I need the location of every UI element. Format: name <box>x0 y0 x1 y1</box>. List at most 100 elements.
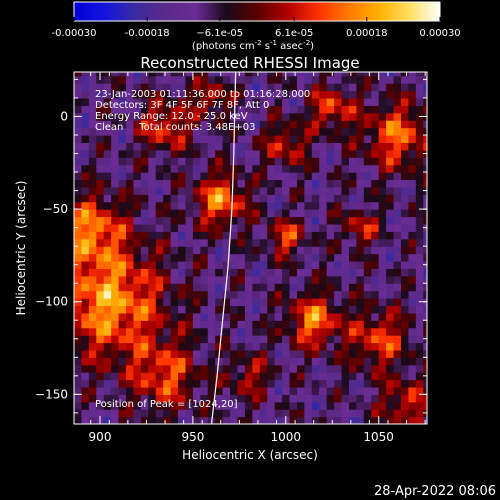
heatmap-cell <box>103 97 112 106</box>
heatmap-cell <box>408 201 417 210</box>
heatmap-cell <box>296 335 305 344</box>
heatmap-cell <box>363 409 372 418</box>
heatmap-cell <box>289 349 298 358</box>
heatmap-cell <box>207 335 216 344</box>
heatmap-cell <box>244 194 253 203</box>
x-tick-label: 900 <box>89 430 112 444</box>
heatmap-cell <box>408 149 417 158</box>
heatmap-cell <box>103 164 112 173</box>
heatmap-cell <box>103 172 112 181</box>
heatmap-cell <box>118 401 127 410</box>
heatmap-cell <box>96 379 105 388</box>
heatmap-cell <box>230 246 239 255</box>
heatmap-cell <box>126 372 135 381</box>
heatmap-cell <box>237 409 246 418</box>
chart-title: Reconstructed RHESSI Image <box>140 54 359 72</box>
heatmap-cell <box>244 105 253 114</box>
heatmap-cell <box>140 172 149 181</box>
heatmap-cell <box>274 127 283 136</box>
heatmap-cell <box>408 134 417 143</box>
heatmap-cell <box>334 157 343 166</box>
heatmap-cell <box>74 401 83 410</box>
heatmap-cell <box>282 112 291 121</box>
heatmap-cell <box>88 349 97 358</box>
heatmap-cell <box>103 142 112 151</box>
heatmap-cell <box>192 268 201 277</box>
heatmap-cell <box>326 335 335 344</box>
heatmap-cell <box>88 268 97 277</box>
heatmap-cell <box>81 253 90 262</box>
heatmap-cell <box>118 209 127 218</box>
heatmap-cell <box>319 409 328 418</box>
heatmap-cell <box>230 394 239 403</box>
heatmap-cell <box>378 275 387 284</box>
heatmap-cell <box>81 149 90 158</box>
heatmap-cell <box>215 201 224 210</box>
heatmap-cell <box>126 320 135 329</box>
heatmap-cell <box>111 157 120 166</box>
heatmap-cell <box>81 342 90 351</box>
heatmap-cell <box>371 401 380 410</box>
heatmap-cell <box>267 164 276 173</box>
heatmap-cell <box>423 90 427 99</box>
heatmap-cell <box>274 349 283 358</box>
heatmap-cell <box>126 416 135 424</box>
heatmap-cell <box>185 164 194 173</box>
heatmap-cell <box>140 209 149 218</box>
heatmap-cell <box>378 312 387 321</box>
heatmap-cell <box>74 157 83 166</box>
heatmap-cell <box>118 275 127 284</box>
heatmap-cell <box>111 134 120 143</box>
heatmap-cell <box>408 209 417 218</box>
heatmap-cell <box>252 127 261 136</box>
heatmap-cell <box>163 335 172 344</box>
heatmap-cell <box>126 238 135 247</box>
heatmap-cell <box>111 209 120 218</box>
heatmap-cell <box>415 386 424 395</box>
heatmap-cell <box>363 364 372 373</box>
heatmap-cell <box>103 201 112 210</box>
heatmap-cell <box>200 72 209 77</box>
heatmap-cell <box>185 105 194 114</box>
heatmap-cell <box>386 320 395 329</box>
heatmap-cell <box>348 283 357 292</box>
heatmap-cell <box>311 75 320 84</box>
heatmap-cell <box>378 186 387 195</box>
heatmap-cell <box>259 401 268 410</box>
heatmap-cell <box>386 401 395 410</box>
heatmap-cell <box>222 394 231 403</box>
heatmap-cell <box>103 372 112 381</box>
heatmap-cell <box>222 164 231 173</box>
heatmap-cell <box>415 372 424 381</box>
heatmap-cell <box>163 186 172 195</box>
heatmap-cell <box>341 401 350 410</box>
heatmap-cell <box>326 260 335 269</box>
heatmap-cell <box>348 209 357 218</box>
heatmap-cell <box>148 83 157 92</box>
heatmap-cell <box>148 335 157 344</box>
heatmap-cell <box>163 305 172 314</box>
heatmap-cell <box>356 327 365 336</box>
heatmap-cell <box>111 179 120 188</box>
heatmap-cell <box>74 127 83 136</box>
heatmap-cell <box>74 357 83 366</box>
heatmap-cell <box>341 372 350 381</box>
heatmap-cell <box>363 134 372 143</box>
heatmap-cell <box>118 260 127 269</box>
heatmap-cell <box>341 253 350 262</box>
heatmap-cell <box>415 253 424 262</box>
heatmap-cell <box>207 253 216 262</box>
heatmap-cell <box>311 312 320 321</box>
heatmap-cell <box>296 364 305 373</box>
heatmap-cell <box>96 320 105 329</box>
heatmap-cell <box>274 394 283 403</box>
heatmap-cell <box>192 335 201 344</box>
heatmap-cell <box>207 357 216 366</box>
heatmap-cell <box>267 275 276 284</box>
heatmap-cell <box>140 223 149 232</box>
heatmap-cell <box>348 238 357 247</box>
heatmap-cell <box>267 186 276 195</box>
heatmap-cell <box>348 349 357 358</box>
heatmap-cell <box>185 409 194 418</box>
heatmap-cell <box>319 386 328 395</box>
